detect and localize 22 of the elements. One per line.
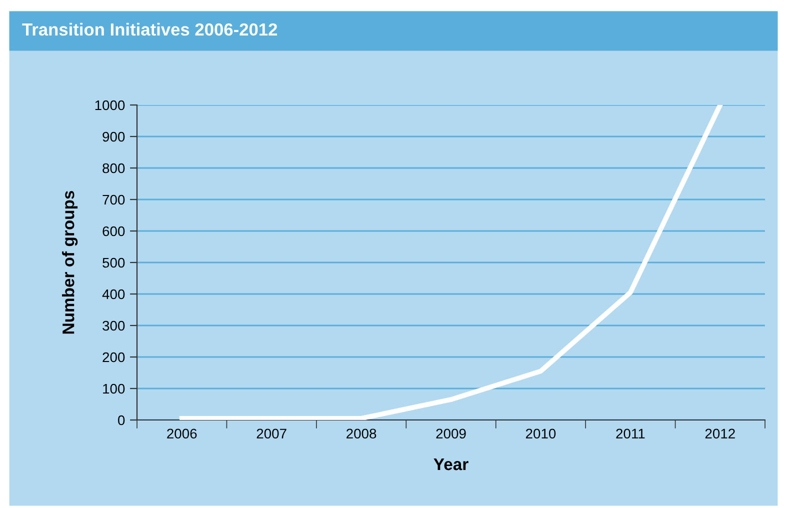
x-tick-label: 2009: [436, 428, 466, 439]
y-tick-label: 800: [102, 163, 125, 174]
x-tick-label: 2006: [167, 428, 197, 439]
x-tick-label: 2007: [256, 428, 286, 439]
y-tick-label: 700: [102, 194, 125, 205]
y-tick-label: 200: [102, 352, 125, 362]
line-series: [179, 105, 723, 420]
y-tick-label: 300: [102, 320, 125, 331]
x-tick-label: 2010: [526, 428, 556, 439]
y-tick-label: 1000: [95, 100, 125, 110]
x-tick-label: 2011: [616, 428, 645, 439]
x-tick-label: 2012: [705, 428, 735, 439]
y-tick-label: 0: [118, 415, 125, 426]
y-tick-label: 900: [102, 132, 125, 142]
y-tick-label: 600: [102, 226, 125, 236]
y-tick-label: 500: [102, 258, 125, 268]
x-tick-label: 2008: [346, 428, 376, 439]
y-tick-label: 400: [102, 289, 125, 300]
y-tick-label: 100: [103, 384, 125, 394]
chart-title: Transition Initiatives 2006-2012: [22, 22, 278, 36]
x-axis-title: Year: [434, 458, 468, 470]
y-axis-title: Number of groups: [62, 190, 78, 334]
